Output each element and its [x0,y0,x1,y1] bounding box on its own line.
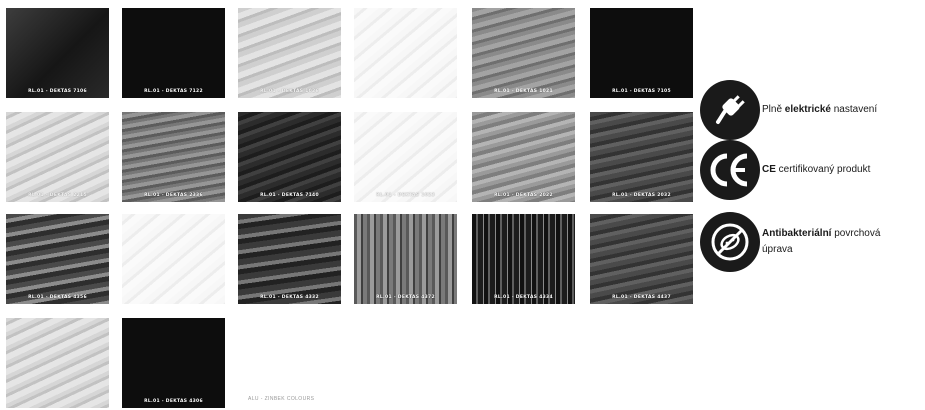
feature-electric-pre: Plně [762,104,785,115]
feature-ce-text: CE certifikovaný produkt [762,162,870,178]
color-swatch[interactable]: RL.01 - DEKTAS 7105 [590,8,693,98]
feature-ce: CE certifikovaný produkt [700,140,870,200]
color-swatch[interactable]: RL.01 - DEKTAS 7106 [6,8,109,98]
color-swatch[interactable]: RL.01 - DEKTAS 4306 [122,318,225,408]
swatch-caption: RL.01 - DEKTAS 2022 [494,193,553,198]
swatch-caption: RL.01 - DEKTAS 1021 [494,89,553,94]
color-swatch[interactable] [122,214,225,304]
color-swatch[interactable] [6,318,109,408]
feature-antibac-post: povrchová úprava [762,228,881,255]
color-swatch[interactable]: RL.01 - DEKTAS 2215 [6,112,109,202]
plug-icon [700,80,760,140]
swatch-caption: RL.01 - DEKTAS 2336 [144,193,203,198]
swatch-caption: RL.01 - DEKTAS 1023 [376,193,435,198]
color-swatch[interactable] [354,8,457,98]
feature-antibac-bold: Antibakteriální [762,228,832,239]
color-swatch[interactable]: RL.01 - DEKTAS 2032 [590,112,693,202]
feature-ce-bold: CE [762,164,776,175]
feature-electric-text: Plně elektrické nastavení [762,102,877,118]
swatch-caption: RL.01 - DEKTAS 4437 [612,295,671,300]
swatch-caption: RL.01 - DEKTAS 7122 [144,89,203,94]
swatch-caption: RL.01 - DEKTAS 4306 [144,399,203,404]
feature-antibac: Antibakteriální povrchová úprava [700,212,912,272]
swatch-caption: RL.01 - DEKTAS 7105 [612,89,671,94]
antibacterial-icon [700,212,760,272]
color-swatch[interactable]: RL.01 - DEKTAS 1021 [472,8,575,98]
swatch-caption: RL.01 - DEKTAS 7106 [28,89,87,94]
color-swatch[interactable]: RL.01 - DEKTAS 4372 [354,214,457,304]
swatch-caption: RL.01 - DEKTAS 1026 [260,89,319,94]
feature-antibac-text: Antibakteriální povrchová úprava [762,226,912,258]
color-swatch[interactable]: RL.01 - DEKTAS 1023 [354,112,457,202]
footnote: ALU - ZINBEK COLOURS [248,396,315,402]
feature-electric-post: nastavení [830,104,878,115]
swatch-caption: RL.01 - DEKTAS 4372 [376,295,435,300]
swatch-caption: RL.01 - DEKTAS 2032 [612,193,671,198]
swatch-caption: RL.01 - DEKTAS 4356 [28,295,87,300]
color-swatch[interactable]: RL.01 - DEKTAS 4356 [6,214,109,304]
ce-mark-icon [700,140,760,200]
color-swatch[interactable]: RL.01 - DEKTAS 4437 [590,214,693,304]
feature-electric: Plně elektrické nastavení [700,80,877,140]
color-swatch[interactable]: RL.01 - DEKTAS 2022 [472,112,575,202]
color-swatch[interactable]: RL.01 - DEKTAS 7140 [238,112,341,202]
feature-electric-bold: elektrické [784,104,831,115]
feature-ce-post: certifikovaný produkt [775,164,871,175]
color-swatch[interactable]: RL.01 - DEKTAS 4334 [472,214,575,304]
swatch-caption: RL.01 - DEKTAS 4332 [260,295,319,300]
swatch-caption: RL.01 - DEKTAS 7140 [260,193,319,198]
color-swatch[interactable]: RL.01 - DEKTAS 4332 [238,214,341,304]
swatch-caption: RL.01 - DEKTAS 2215 [28,193,87,198]
color-swatch[interactable]: RL.01 - DEKTAS 1026 [238,8,341,98]
swatch-caption: RL.01 - DEKTAS 4334 [494,295,553,300]
color-swatch[interactable]: RL.01 - DEKTAS 7122 [122,8,225,98]
color-swatch[interactable]: RL.01 - DEKTAS 2336 [122,112,225,202]
